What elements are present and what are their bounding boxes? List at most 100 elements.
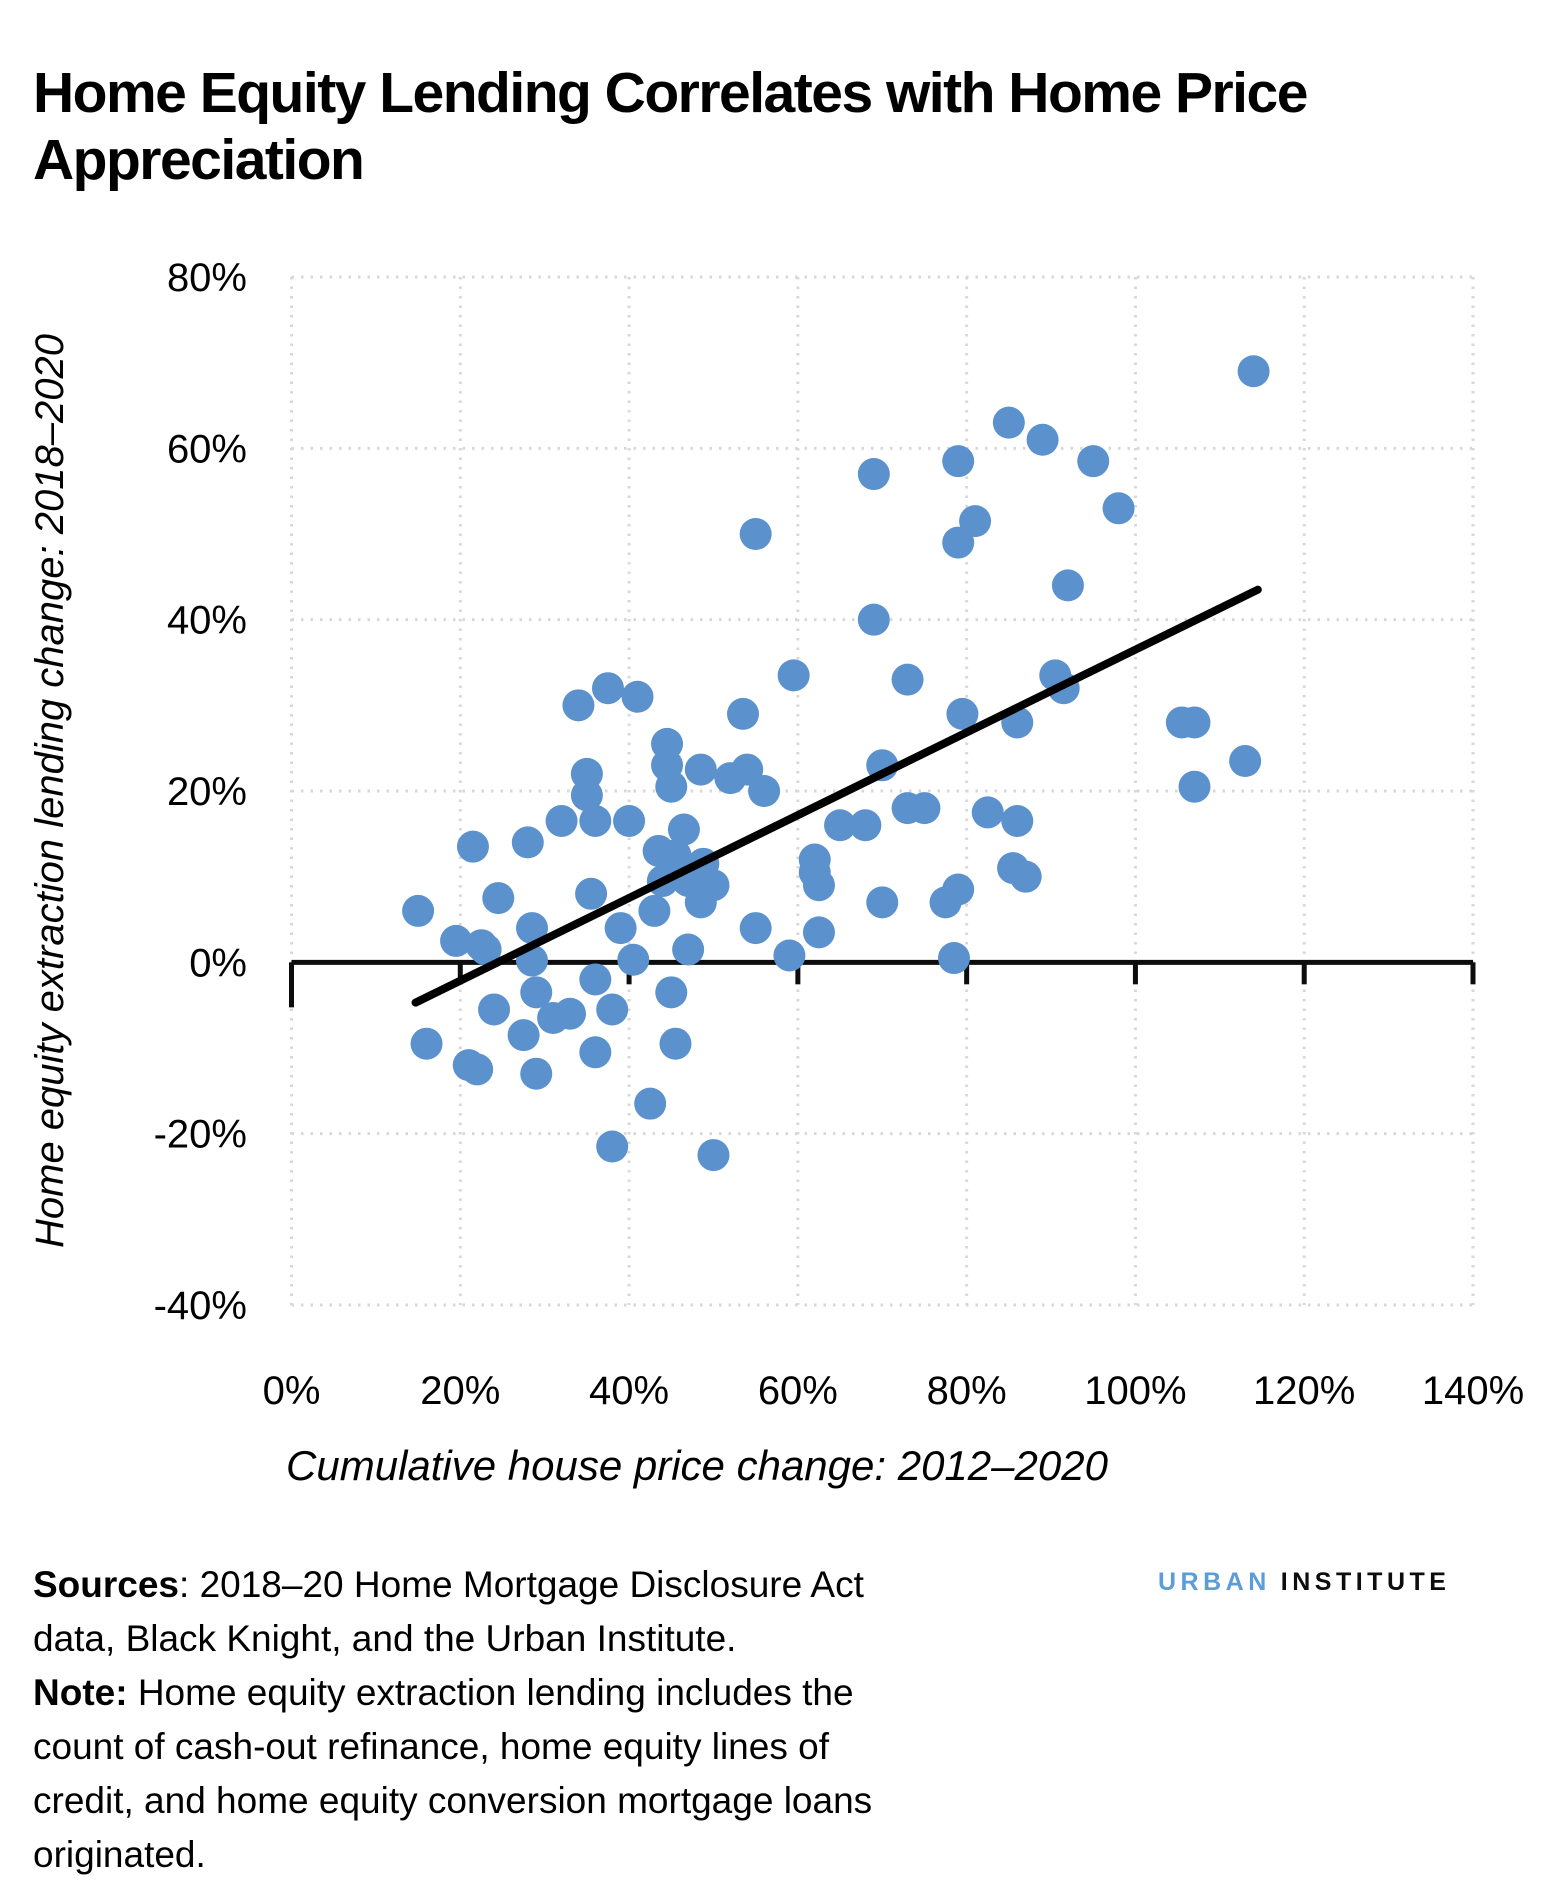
data-point: [655, 976, 688, 1009]
data-point: [553, 997, 586, 1030]
data-point: [562, 689, 595, 722]
data-point: [659, 1027, 692, 1060]
data-point: [604, 912, 637, 945]
data-point: [739, 518, 772, 550]
data-point: [1009, 860, 1042, 893]
y-tick-label: 0%: [189, 941, 247, 985]
data-point: [579, 963, 612, 996]
footer-line: count of cash-out refinance, home equity…: [33, 1726, 829, 1767]
data-point: [621, 680, 654, 713]
x-tick-label: 100%: [1084, 1369, 1186, 1413]
y-tick-label: 80%: [167, 256, 247, 300]
data-point: [469, 933, 502, 966]
data-point: [575, 877, 608, 910]
data-point: [596, 1130, 629, 1163]
y-tick-label: -20%: [154, 1113, 247, 1157]
data-point: [520, 1057, 553, 1090]
logo-urban: URBAN: [1158, 1568, 1271, 1596]
footer-text: Sources: 2018–20 Home Mortgage Disclosur…: [33, 1558, 1033, 1882]
data-point: [659, 839, 692, 872]
data-point: [849, 809, 882, 842]
data-point: [613, 804, 646, 837]
data-point: [655, 770, 688, 803]
data-point: [971, 796, 1004, 829]
x-tick-label: 80%: [927, 1369, 1007, 1413]
data-point: [516, 912, 549, 945]
data-point: [727, 697, 760, 730]
data-point: [520, 976, 553, 1009]
footer-line: credit, and home equity conversion mortg…: [33, 1780, 873, 1821]
data-point: [591, 672, 624, 705]
x-tick-label: 140%: [1422, 1369, 1524, 1413]
data-point: [1051, 569, 1084, 602]
urban-institute-logo: URBAN INSTITUTE: [1158, 1568, 1450, 1597]
data-point: [511, 826, 544, 859]
data-point: [545, 804, 578, 837]
data-point: [402, 894, 435, 927]
data-point: [1178, 706, 1211, 739]
footer-line: Sources: 2018–20 Home Mortgage Disclosur…: [33, 1564, 864, 1605]
data-point: [1178, 770, 1211, 803]
footer-line: data, Black Knight, and the Urban Instit…: [33, 1618, 737, 1659]
x-tick-label: 40%: [589, 1369, 669, 1413]
data-point: [773, 939, 806, 972]
x-tick-label: 20%: [420, 1369, 500, 1413]
data-point: [667, 813, 700, 846]
data-point: [946, 697, 979, 730]
data-point: [802, 869, 835, 902]
data-point: [478, 993, 511, 1026]
data-point: [857, 458, 890, 491]
data-point: [579, 1036, 612, 1069]
data-point: [857, 603, 890, 636]
data-point: [410, 1027, 443, 1060]
data-point: [482, 882, 515, 915]
data-point: [1237, 355, 1270, 388]
data-point: [638, 894, 671, 927]
y-tick-label: 20%: [167, 770, 247, 814]
data-point: [570, 779, 603, 812]
data-point: [992, 406, 1025, 439]
data-point: [672, 933, 705, 966]
data-point: [1001, 804, 1034, 837]
data-point: [739, 912, 772, 945]
data-point: [937, 942, 970, 975]
data-point: [456, 830, 489, 863]
data-point: [748, 775, 781, 807]
data-point: [507, 1019, 540, 1052]
data-point: [684, 753, 717, 786]
x-tick-label: 0%: [263, 1369, 321, 1413]
data-point: [731, 753, 764, 786]
y-tick-label: 40%: [167, 599, 247, 643]
y-axis-title: Home equity extraction lending change: 2…: [28, 334, 72, 1248]
logo-institute: INSTITUTE: [1280, 1568, 1451, 1596]
y-tick-label: 60%: [167, 427, 247, 471]
data-point: [802, 916, 835, 949]
data-point: [777, 659, 810, 692]
data-point: [1077, 445, 1110, 478]
data-point: [942, 445, 975, 478]
chart-title: Home Equity Lending Correlates with Home…: [33, 61, 1308, 192]
data-point: [1026, 423, 1059, 456]
x-tick-label: 60%: [758, 1369, 838, 1413]
y-tick-label: -40%: [154, 1284, 247, 1328]
trend-line: [411, 585, 1262, 1007]
data-point: [1229, 745, 1262, 778]
data-point: [634, 1087, 667, 1120]
x-axis-title: Cumulative house price change: 2012–2020: [286, 1442, 1108, 1489]
data-point: [959, 505, 992, 538]
data-point: [942, 526, 975, 559]
data-point: [824, 809, 857, 842]
footer-line: Note: Home equity extraction lending inc…: [33, 1672, 854, 1713]
data-point: [866, 886, 899, 919]
data-point: [1102, 492, 1135, 525]
data-point: [908, 792, 941, 825]
footer-line: originated.: [33, 1834, 206, 1875]
data-point: [617, 943, 650, 976]
data-point: [684, 886, 717, 919]
data-point: [579, 804, 612, 837]
data-point: [891, 663, 924, 696]
data-point: [596, 993, 629, 1026]
x-tick-label: 120%: [1253, 1369, 1355, 1413]
